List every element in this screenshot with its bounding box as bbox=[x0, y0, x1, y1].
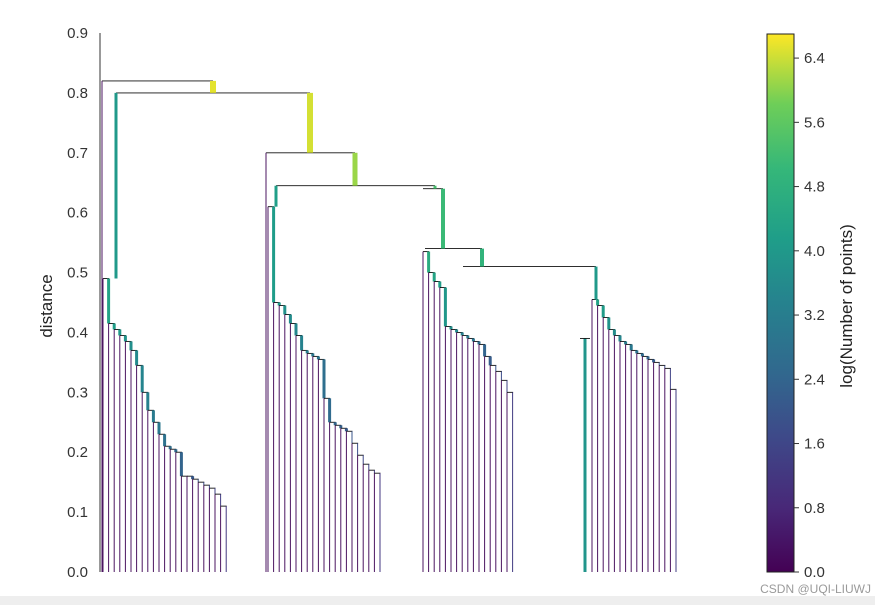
colorbar-tick-label: 1.6 bbox=[804, 436, 825, 453]
y-axis-label: distance bbox=[37, 274, 56, 337]
colorbar-tick-label: 6.4 bbox=[804, 50, 825, 67]
y-tick-label: 0.6 bbox=[67, 205, 88, 222]
bottom-strip bbox=[0, 596, 875, 605]
y-tick-label: 0.0 bbox=[67, 564, 88, 581]
colorbar: 0.0 0.8 1.6 2.4 3.2 4.0 4.8 5.6 6.4 bbox=[766, 33, 825, 581]
dendrogram-tree bbox=[101, 80, 677, 572]
y-tick-label: 0.7 bbox=[67, 145, 88, 162]
colorbar-tick-label: 0.0 bbox=[804, 564, 825, 581]
colorbar-tick-label: 4.8 bbox=[804, 179, 825, 196]
y-tick-label: 0.8 bbox=[67, 85, 88, 102]
y-tick-label: 0.4 bbox=[67, 324, 88, 341]
y-axis: 0.0 0.1 0.2 0.3 0.4 0.5 0.6 0.7 0.8 0.9 bbox=[67, 25, 101, 581]
y-tick-label: 0.5 bbox=[67, 265, 88, 282]
y-tick-label: 0.9 bbox=[67, 25, 88, 42]
colorbar-gradient bbox=[766, 33, 795, 573]
colorbar-tick-label: 2.4 bbox=[804, 371, 825, 388]
y-tick-label: 0.2 bbox=[67, 444, 88, 461]
colorbar-tick-label: 0.8 bbox=[804, 500, 825, 517]
colorbar-tick-label: 4.0 bbox=[804, 243, 825, 260]
colorbar-tick-label: 3.2 bbox=[804, 307, 825, 324]
colorbar-label: log(Number of points) bbox=[837, 224, 856, 387]
watermark: CSDN @UQI-LIUWJ bbox=[760, 582, 871, 596]
y-tick-label: 0.3 bbox=[67, 384, 88, 401]
colorbar-tick-label: 5.6 bbox=[804, 114, 825, 131]
y-tick-label: 0.1 bbox=[67, 504, 88, 521]
